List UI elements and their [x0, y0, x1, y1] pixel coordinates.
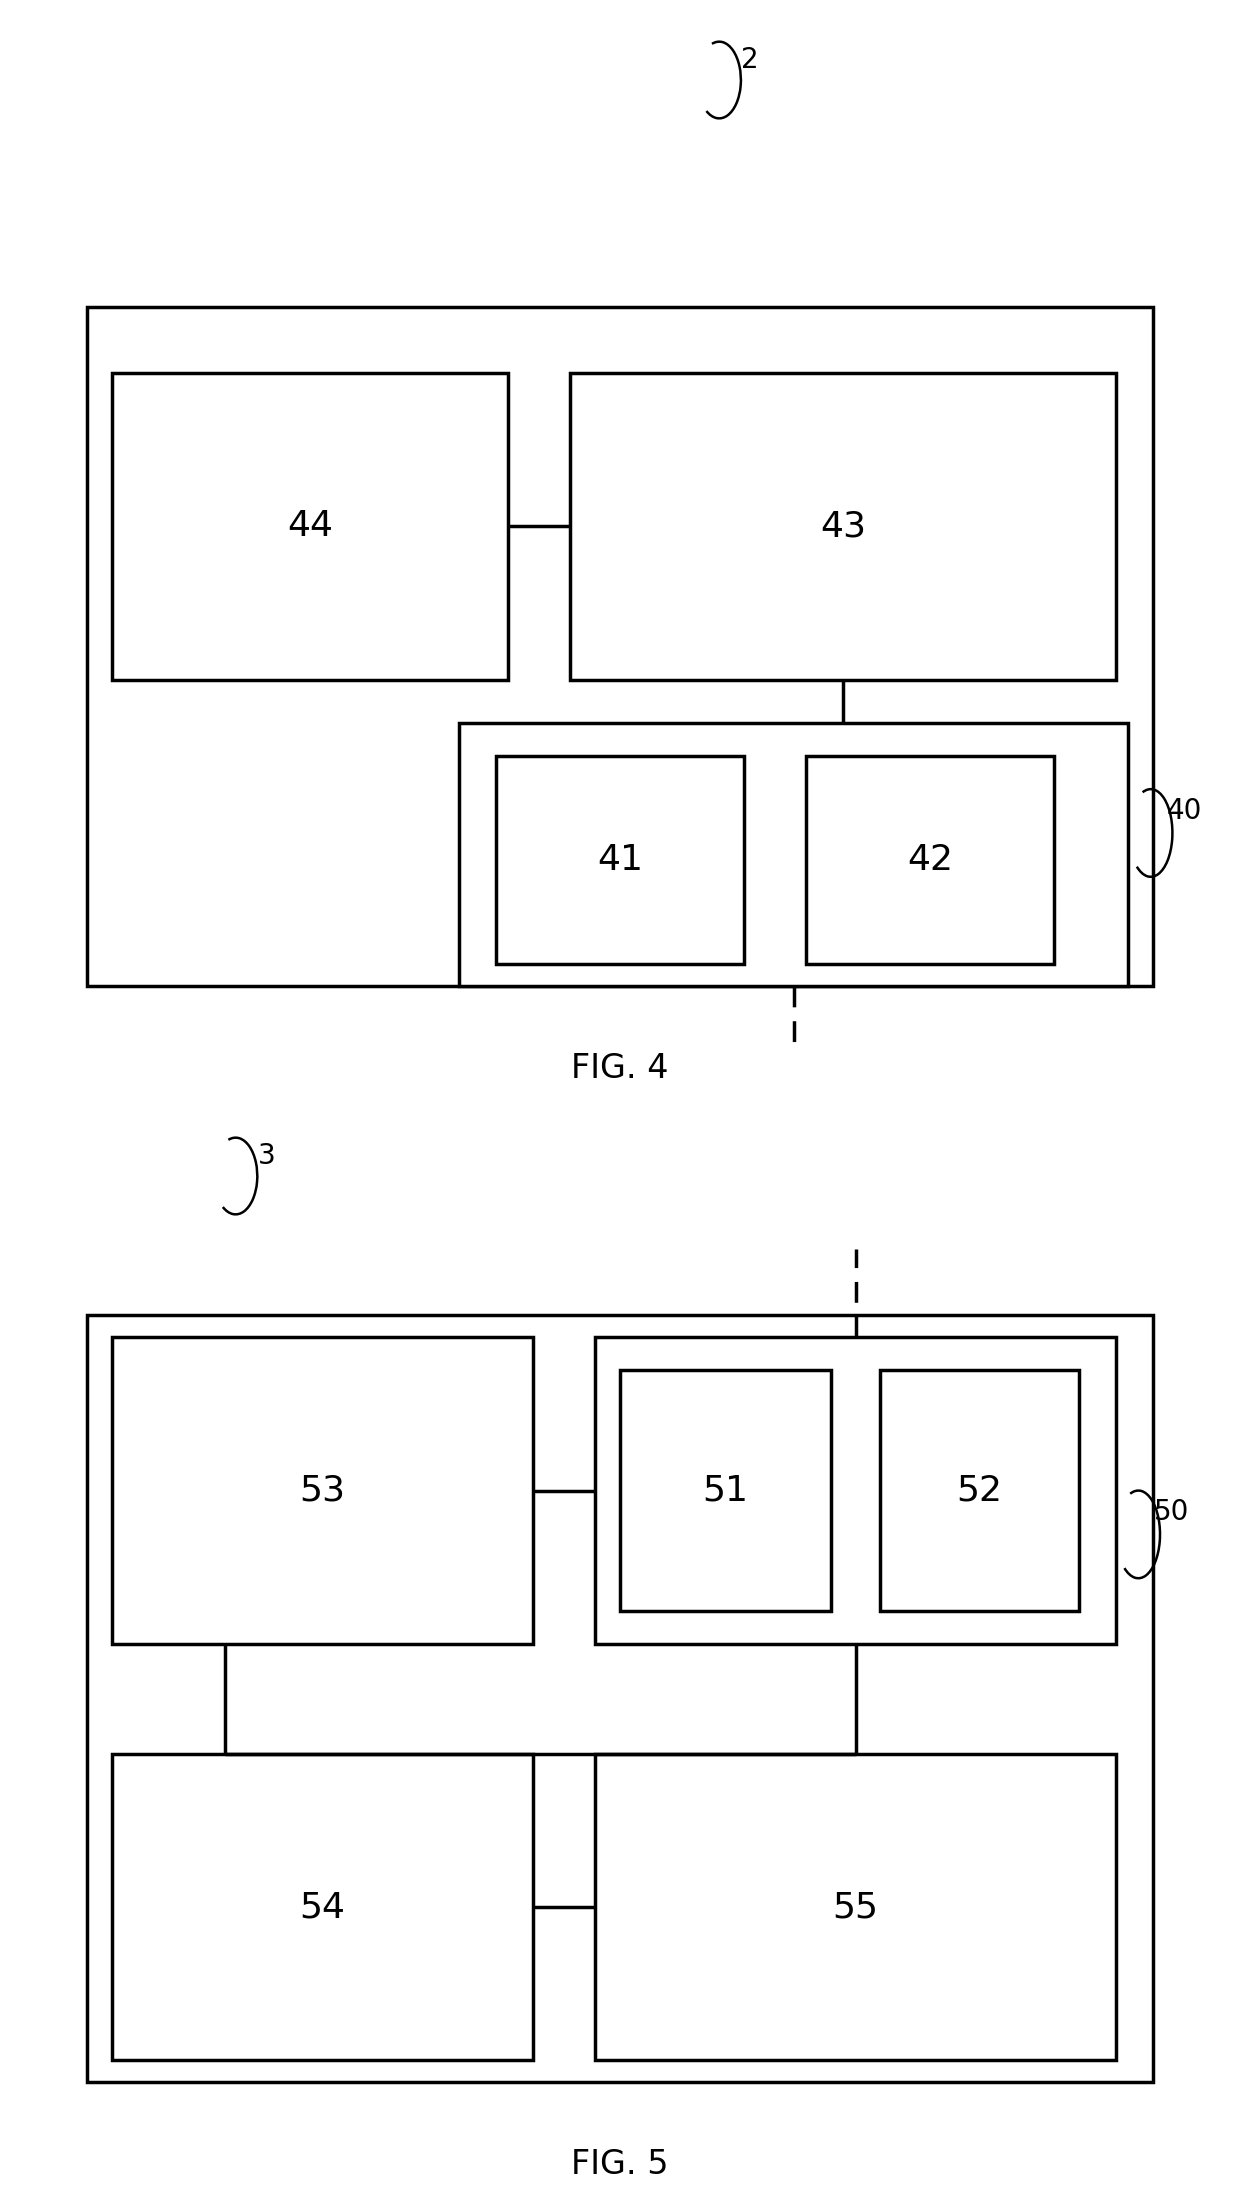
Text: 41: 41	[596, 844, 644, 877]
Bar	[620, 1370, 831, 1611]
Bar	[880, 1370, 1079, 1611]
Bar	[806, 756, 1054, 964]
Text: 50: 50	[1154, 1499, 1189, 1526]
Text: 2: 2	[742, 46, 759, 75]
Text: FIG. 4: FIG. 4	[572, 1052, 668, 1085]
Text: 52: 52	[956, 1473, 1003, 1508]
Text: 44: 44	[286, 509, 334, 544]
Bar	[112, 1754, 533, 2060]
Bar	[112, 1337, 533, 1644]
Text: 54: 54	[299, 1890, 346, 1925]
Bar	[459, 723, 1128, 986]
Text: 55: 55	[832, 1890, 879, 1925]
Text: 3: 3	[258, 1142, 275, 1171]
Text: 43: 43	[820, 509, 867, 544]
Text: 42: 42	[906, 844, 954, 877]
Text: 40: 40	[1167, 798, 1202, 824]
Text: 53: 53	[299, 1473, 346, 1508]
Bar	[595, 1337, 1116, 1644]
Bar	[595, 1754, 1116, 2060]
Bar	[496, 756, 744, 964]
Bar	[112, 373, 508, 680]
Text: FIG. 5: FIG. 5	[572, 2148, 668, 2181]
Bar	[570, 373, 1116, 680]
Bar	[87, 307, 1153, 986]
Bar	[87, 1315, 1153, 2082]
Text: 51: 51	[702, 1473, 749, 1508]
